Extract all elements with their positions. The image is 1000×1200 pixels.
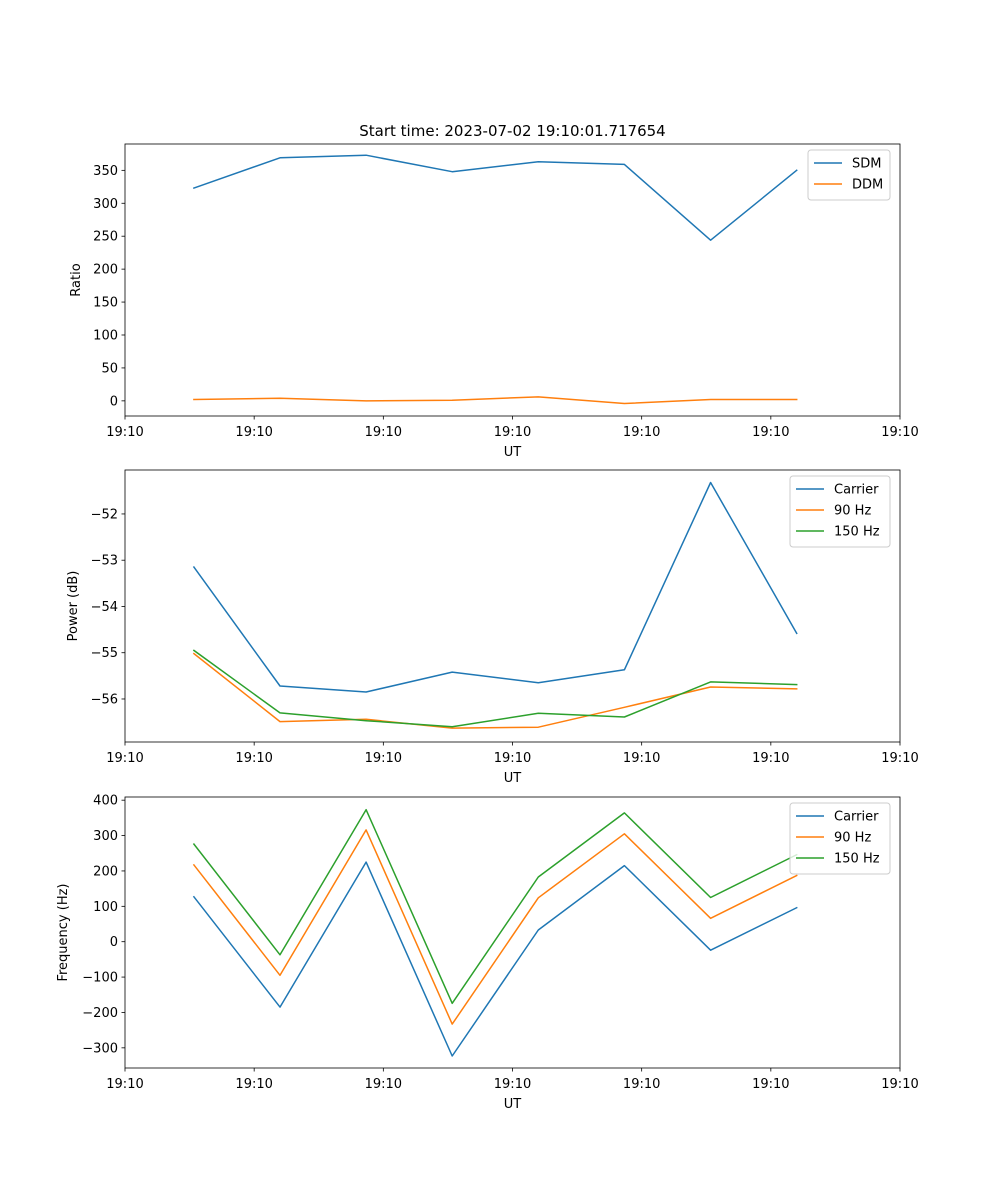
y-tick-label: 50 — [101, 361, 118, 376]
x-tick-label: 19:10 — [881, 751, 918, 766]
y-axis-label: Power (dB) — [66, 571, 81, 642]
y-tick-label: 0 — [110, 935, 118, 950]
x-tick-label: 19:10 — [494, 1077, 531, 1092]
x-tick-label: 19:10 — [881, 1077, 918, 1092]
x-axis-label: UT — [504, 771, 522, 786]
series-line-carrier — [192, 861, 798, 1057]
x-tick-label: 19:10 — [752, 425, 789, 440]
axes-frame — [124, 796, 901, 1069]
y-tick-label: 150 — [93, 296, 118, 311]
series-line-90-hz — [192, 652, 798, 729]
x-tick-label: 19:10 — [106, 425, 143, 440]
y-tick-label: 300 — [93, 829, 118, 844]
legend-label: 90 Hz — [834, 831, 871, 846]
legend-label: 90 Hz — [834, 504, 871, 519]
series-line-ddm — [193, 396, 798, 405]
legend-box — [789, 475, 891, 548]
x-tick-label: 19:10 — [365, 1077, 402, 1092]
x-tick-label: 19:10 — [881, 425, 918, 440]
y-tick-label: −54 — [91, 600, 118, 615]
x-axis-label: UT — [504, 1097, 522, 1112]
y-tick-label: −52 — [91, 507, 118, 522]
series-line-sdm — [192, 154, 798, 241]
legend-label: Carrier — [834, 483, 879, 498]
legend-label: 150 Hz — [834, 852, 880, 867]
y-axis-label: Ratio — [69, 263, 84, 296]
x-tick-label: 19:10 — [235, 425, 272, 440]
x-tick-label: 19:10 — [494, 425, 531, 440]
x-tick-label: 19:10 — [623, 751, 660, 766]
y-axis-label: Frequency (Hz) — [56, 883, 71, 981]
legend-label: Carrier — [834, 810, 879, 825]
panel-1: 0 50 100 150 200 250 300 350 19:10 19:10 19:10 19:1… — [69, 122, 919, 460]
y-tick-label: 350 — [93, 164, 118, 179]
y-tick-label: 0 — [110, 394, 118, 409]
y-tick-label: 300 — [93, 197, 118, 212]
x-tick-label: 19:10 — [623, 1077, 660, 1092]
chart-title: Start time: 2023-07-02 19:10:01.717654 — [359, 122, 665, 140]
y-tick-label: −100 — [82, 971, 118, 986]
y-tick-label: 400 — [93, 794, 118, 809]
y-tick-label: 200 — [93, 263, 118, 278]
axes-frame — [124, 143, 901, 417]
x-tick-label: 19:10 — [365, 751, 402, 766]
x-tick-label: 19:10 — [235, 1077, 272, 1092]
axes-frame — [124, 469, 901, 743]
series-line-150-hz — [192, 649, 798, 728]
panel-3: −300 −200 −100 0 100 200 300 400 19:10 19:10 19:10… — [56, 794, 919, 1112]
series-line-carrier — [192, 481, 798, 693]
x-tick-label: 19:10 — [752, 1077, 789, 1092]
series-line-150-hz — [192, 808, 798, 1005]
x-tick-label: 19:10 — [365, 425, 402, 440]
x-tick-label: 19:10 — [235, 751, 272, 766]
legend-label: SDM — [852, 157, 881, 172]
x-tick-label: 19:10 — [106, 1077, 143, 1092]
y-tick-label: 250 — [93, 230, 118, 245]
y-tick-label: 200 — [93, 864, 118, 879]
legend-label: 150 Hz — [834, 525, 880, 540]
y-tick-label: −53 — [91, 554, 118, 569]
y-tick-label: −55 — [91, 646, 118, 661]
y-tick-label: 100 — [93, 900, 118, 915]
x-tick-label: 19:10 — [494, 751, 531, 766]
y-tick-label: 100 — [93, 328, 118, 343]
y-tick-label: −200 — [82, 1006, 118, 1021]
y-tick-label: −300 — [82, 1041, 118, 1056]
x-axis-label: UT — [504, 445, 522, 460]
x-tick-label: 19:10 — [752, 751, 789, 766]
legend-label: DDM — [852, 178, 883, 193]
y-tick-label: −56 — [91, 692, 118, 707]
series-line-90-hz — [192, 829, 798, 1025]
x-tick-label: 19:10 — [623, 425, 660, 440]
panel-2: −56 −55 −54 −53 −52 19:10 19:10 19:10 19:10 19:10… — [66, 469, 919, 786]
legend-box — [789, 802, 891, 875]
x-tick-label: 19:10 — [106, 751, 143, 766]
